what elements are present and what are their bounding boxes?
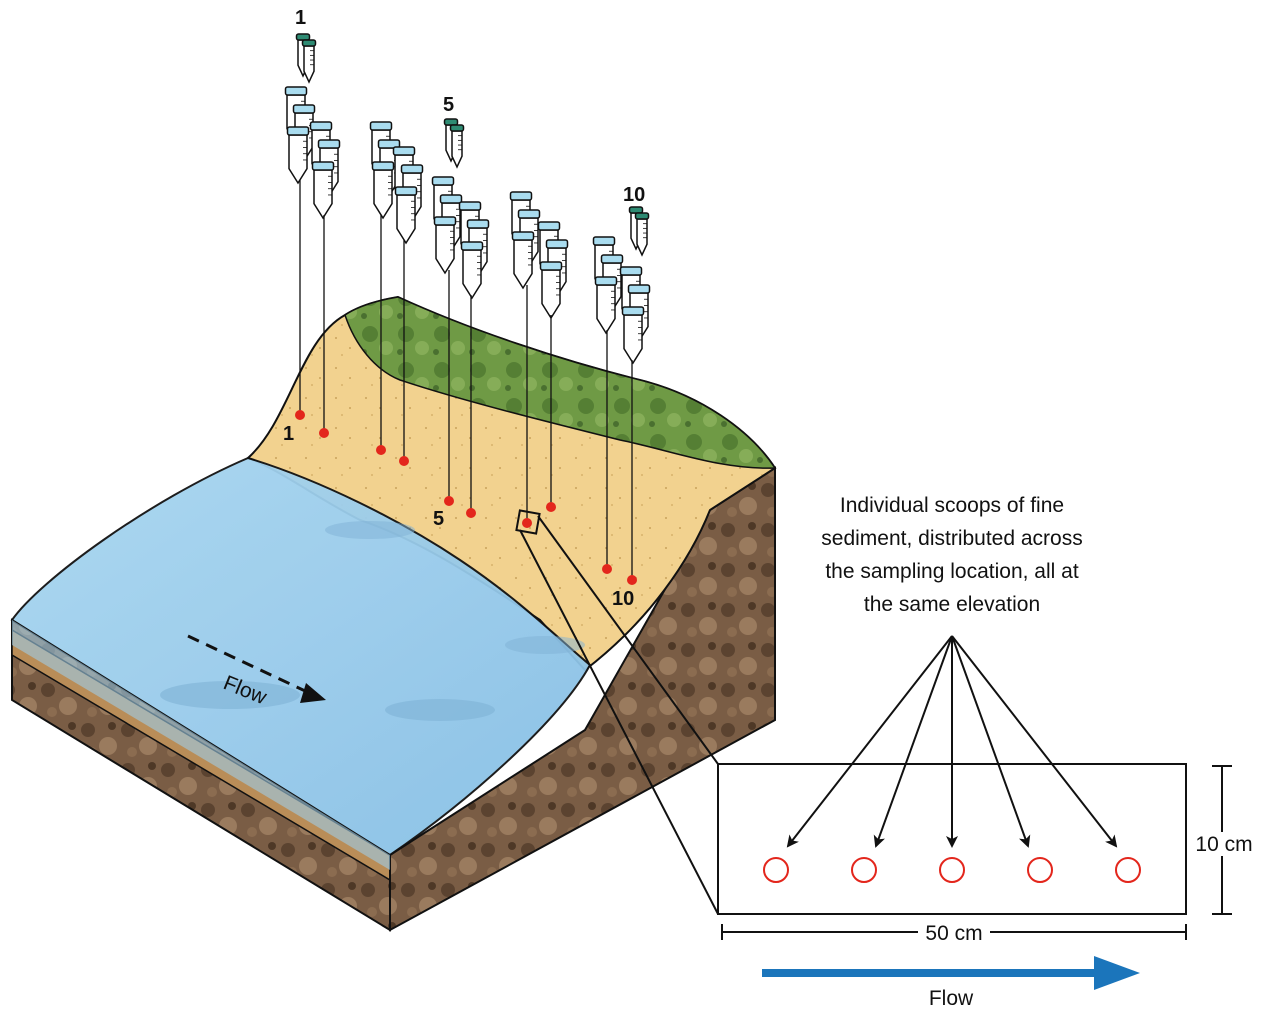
- scoop-circle: [1027, 857, 1053, 883]
- sample-tube: [511, 231, 535, 290]
- sample-tube: [286, 126, 310, 185]
- sample-point: [602, 564, 612, 574]
- callout-arrow: [873, 635, 953, 848]
- sample-tube: [433, 216, 457, 275]
- water-ripple: [505, 636, 585, 654]
- sample-tube: [394, 186, 418, 245]
- inset-flow-arrow: Flow: [762, 956, 1140, 1010]
- tube-label-middle: 5: [443, 94, 454, 116]
- sample-point: [546, 502, 556, 512]
- water-ripple: [160, 681, 300, 709]
- height-dimension: 10 cm: [1192, 765, 1254, 915]
- sample-point: [444, 496, 454, 506]
- inset-flow-label: Flow: [929, 987, 974, 1009]
- sample-point: [466, 508, 476, 518]
- callout-arrow: [786, 635, 953, 848]
- point-label-first: 1: [283, 423, 294, 445]
- callout-line-2: sediment, distributed across: [821, 527, 1082, 550]
- sample-point: [399, 456, 409, 466]
- sample-tube: [621, 306, 645, 365]
- scoop-circle: [763, 857, 789, 883]
- water-ripple: [325, 521, 415, 539]
- tube-label-first: 1: [295, 7, 306, 29]
- sample-point: [376, 445, 386, 455]
- scoop-circle: [1115, 857, 1141, 883]
- height-label: 10 cm: [1195, 833, 1252, 856]
- sample-tube: [371, 161, 395, 220]
- sample-tube-small: [449, 124, 465, 169]
- callout-arrow: [951, 635, 1031, 848]
- terrain-block: [10, 295, 777, 932]
- river-water: [10, 456, 592, 857]
- callout-line-1: Individual scoops of fine: [840, 494, 1064, 517]
- sample-tube: [594, 276, 618, 335]
- scoop-circle: [939, 857, 965, 883]
- scoop-circle: [851, 857, 877, 883]
- width-dimension: 50 cm: [721, 922, 1187, 945]
- sample-point: [522, 518, 532, 528]
- tube-label-last: 10: [623, 184, 645, 206]
- water-ripple: [385, 699, 495, 721]
- point-label-last: 10: [612, 588, 634, 610]
- sample-tube: [539, 261, 563, 320]
- sample-points: [295, 410, 637, 585]
- sample-point: [295, 410, 305, 420]
- callout-arrow: [951, 635, 1118, 848]
- zoom-projection: [515, 509, 719, 915]
- callout-line-4: the same elevation: [864, 593, 1040, 616]
- sample-lines: [299, 180, 633, 580]
- sample-tube-small: [634, 212, 650, 257]
- sample-point: [319, 428, 329, 438]
- point-label-middle: 5: [433, 508, 444, 530]
- sample-tube: [460, 241, 484, 300]
- sample-tube: [311, 161, 335, 220]
- sample-tubes: [284, 33, 651, 365]
- callout-arrows: [786, 635, 1118, 848]
- sample-tube-small: [301, 39, 317, 84]
- callout-line-3: the sampling location, all at: [825, 560, 1078, 583]
- scoop-circles: [763, 857, 1141, 883]
- inset-box: [717, 635, 1187, 915]
- water-front-translucent: [12, 620, 390, 870]
- sample-point: [627, 575, 637, 585]
- width-label: 50 cm: [925, 922, 982, 945]
